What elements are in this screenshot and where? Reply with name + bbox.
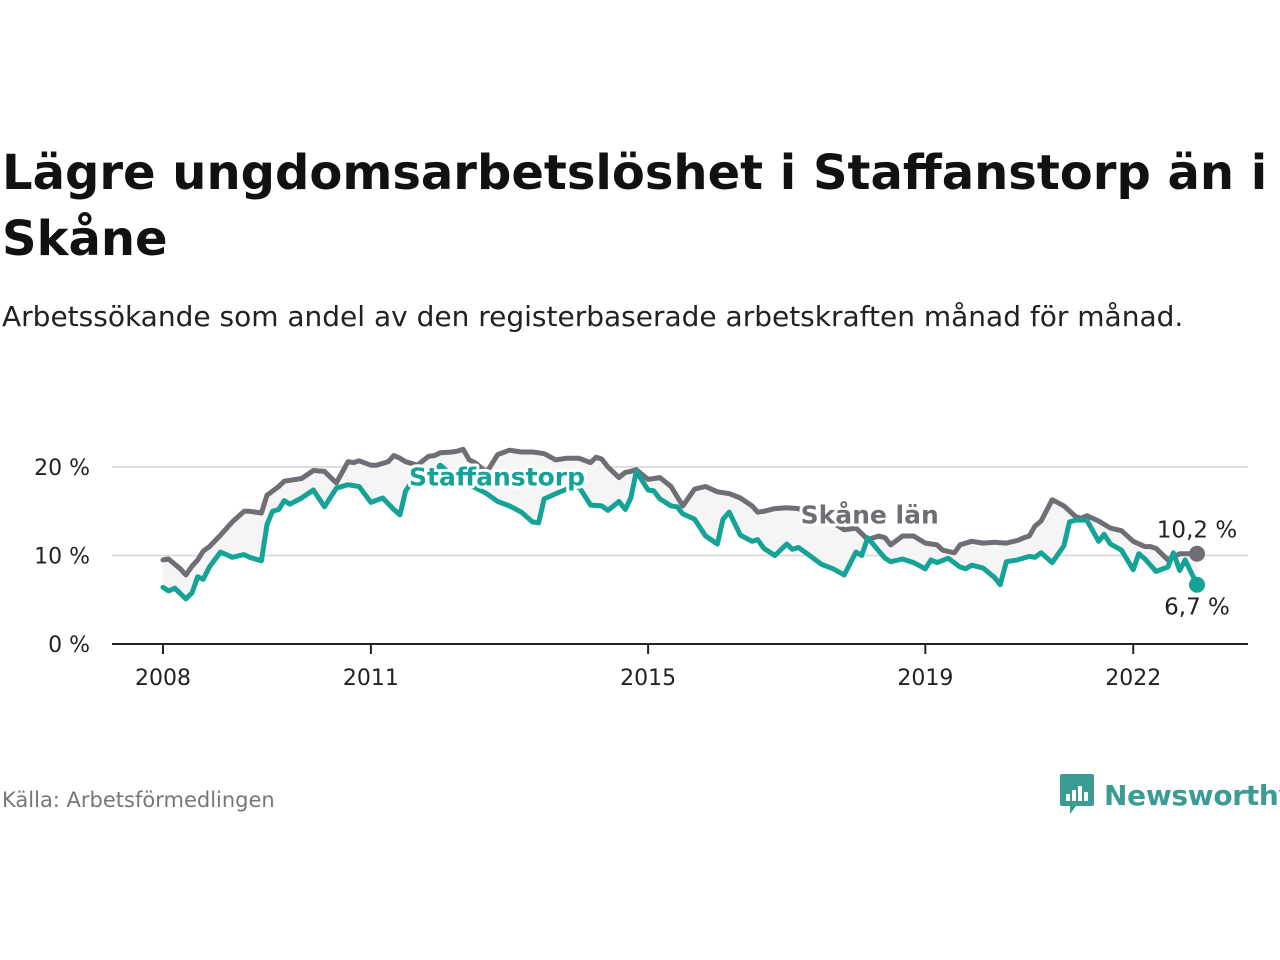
y-tick-label: 0 % xyxy=(48,633,90,658)
end-label-skane: 10,2 % xyxy=(1157,518,1237,544)
end-point-skane xyxy=(1189,545,1205,562)
line-chart: 0 % 10 % 20 % 10,2 % 6,7 % Staffanstorp Sk… xyxy=(34,446,1248,691)
x-tick-label: 2022 xyxy=(1105,666,1161,691)
y-tick-label: 20 % xyxy=(34,456,90,481)
brand-logo[interactable]: Newsworthy xyxy=(1058,772,1280,818)
series-line-staffanstorp xyxy=(160,462,1200,602)
x-axis: 2008 2011 2015 2019 2022 xyxy=(135,644,1161,691)
end-label-staffanstorp: 6,7 % xyxy=(1164,595,1230,621)
y-axis: 0 % 10 % 20 % xyxy=(34,456,90,658)
source-note: Källa: Arbetsförmedlingen xyxy=(2,788,275,812)
y-tick-label: 10 % xyxy=(34,545,90,570)
x-tick-label: 2019 xyxy=(897,666,953,691)
x-tick-label: 2011 xyxy=(343,666,399,691)
series-label-skane: Skåne län xyxy=(801,501,939,530)
newsworthy-logo-icon xyxy=(1060,774,1094,814)
brand-name: Newsworthy xyxy=(1104,778,1280,812)
x-tick-label: 2015 xyxy=(620,666,676,691)
chart-subtitle: Arbetssökande som andel av den registerb… xyxy=(2,300,1184,333)
chart-title: Lägre ungdomsarbetslöshet i Staffanstorp… xyxy=(2,145,1268,267)
series-label-staffanstorp: Staffanstorp xyxy=(409,463,585,492)
end-point-staffanstorp xyxy=(1189,576,1205,593)
x-tick-label: 2008 xyxy=(135,666,191,691)
